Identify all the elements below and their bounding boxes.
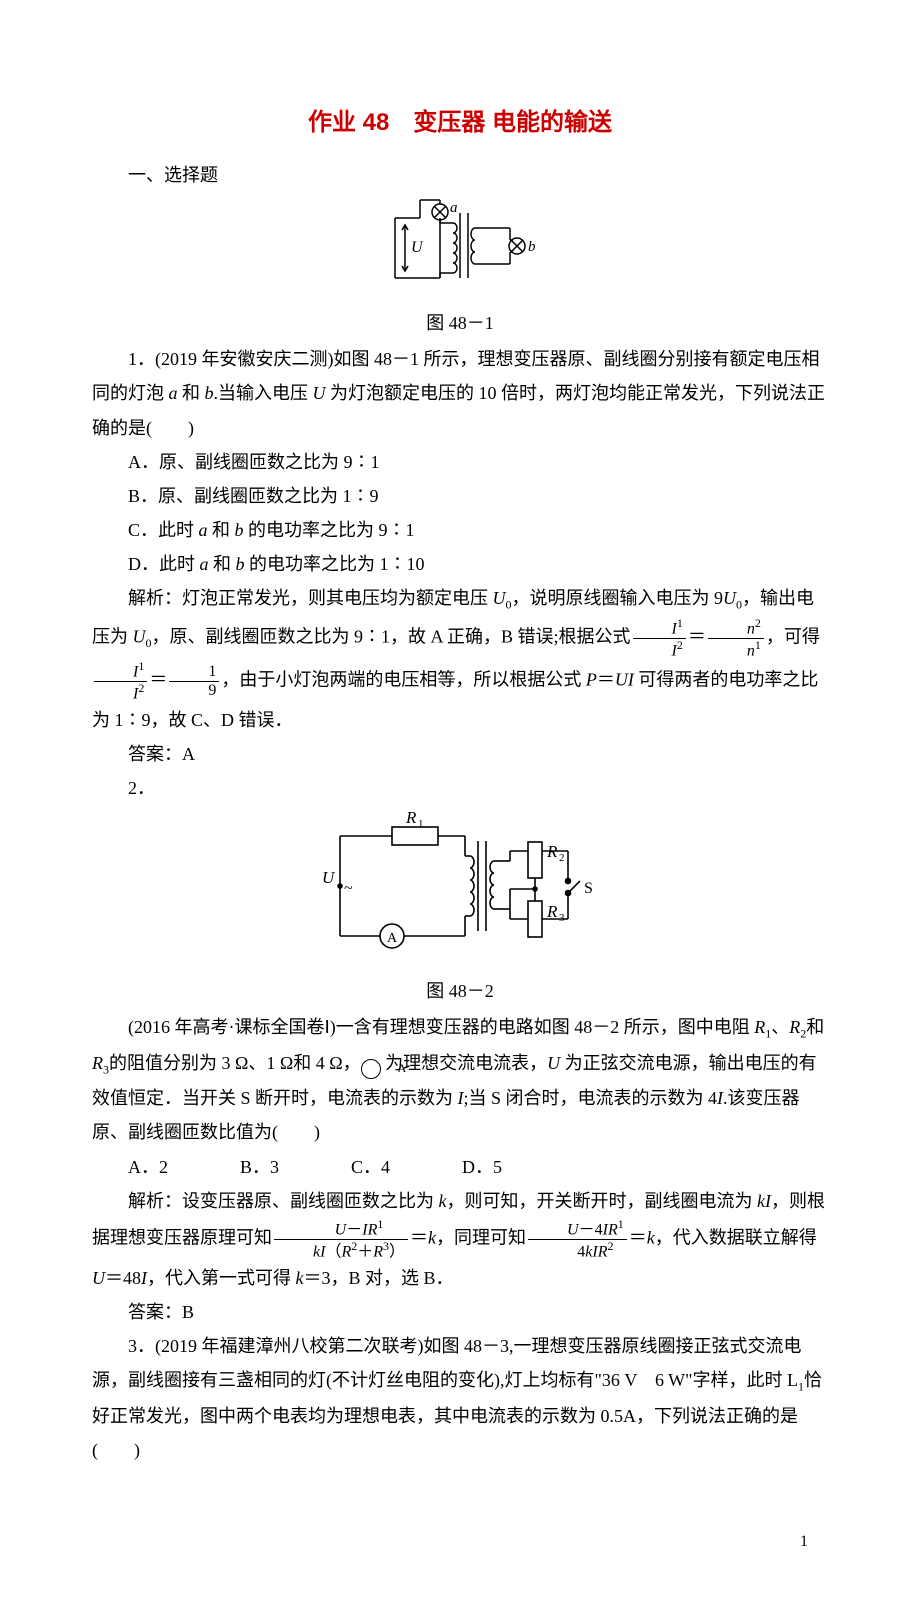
q1-stem: 1．(2019 年安徽安庆二测)如图 48－1 所示，理想变压器原、副线圈分别接… <box>92 342 828 445</box>
svg-text:3: 3 <box>559 912 565 924</box>
svg-text:a: a <box>450 200 458 216</box>
q2-number: 2． <box>92 771 828 805</box>
q1-option-b: B．原、副线圈匝数之比为 1∶9 <box>92 479 828 513</box>
svg-text:R: R <box>546 842 558 861</box>
q3-stem: 3．(2019 年福建漳州八校第二次联考)如图 48－3,一理想变压器原线圈接正… <box>92 1329 828 1467</box>
svg-text:2: 2 <box>559 852 565 864</box>
svg-text:1: 1 <box>418 818 424 830</box>
q2-solution: 解析：设变压器原、副线圈匝数之比为 k，则可知，开关断开时，副线圈电流为 kI，… <box>92 1184 828 1295</box>
q1-option-a: A．原、副线圈匝数之比为 9∶1 <box>92 445 828 479</box>
svg-text:~: ~ <box>344 880 353 897</box>
svg-text:R: R <box>405 811 417 827</box>
page-number: 1 <box>92 1527 828 1557</box>
svg-text:A: A <box>387 931 398 946</box>
q1-option-d: D．此时 a 和 b 的电功率之比为 1∶10 <box>92 547 828 581</box>
page: 作业 48 变压器 电能的输送 一、选择题 <box>0 0 920 1598</box>
q1-answer: 答案：A <box>92 737 828 771</box>
figure-48-2-caption: 图 48－2 <box>92 974 828 1008</box>
q1-solution: 解析：灯泡正常发光，则其电压均为额定电压 U0，说明原线圈输入电压为 9U0，输… <box>92 581 828 736</box>
document-title: 作业 48 变压器 电能的输送 <box>92 100 828 146</box>
svg-text:U: U <box>322 868 336 887</box>
ammeter-icon: A <box>361 1059 381 1079</box>
svg-text:U: U <box>411 239 424 256</box>
svg-text:S: S <box>584 880 593 897</box>
section-heading: 一、选择题 <box>92 158 828 192</box>
q2-choices: A．2 B．3 C．4 D．5 <box>92 1150 828 1184</box>
figure-48-2: R 1 R 2 R 3 U ~ A S 图 48－2 <box>92 811 828 1008</box>
svg-text:R: R <box>546 902 558 921</box>
q2-answer: 答案：B <box>92 1295 828 1329</box>
q2-stem: (2016 年高考·课标全国卷Ⅰ)一含有理想变压器的电路如图 48－2 所示，图… <box>92 1010 828 1149</box>
svg-text:b: b <box>528 239 536 255</box>
q1-option-c: C．此时 a 和 b 的电功率之比为 9∶1 <box>92 513 828 547</box>
figure-48-1-caption: 图 48－1 <box>92 306 828 340</box>
figure-48-1: U a b 图 48－1 <box>92 198 828 340</box>
